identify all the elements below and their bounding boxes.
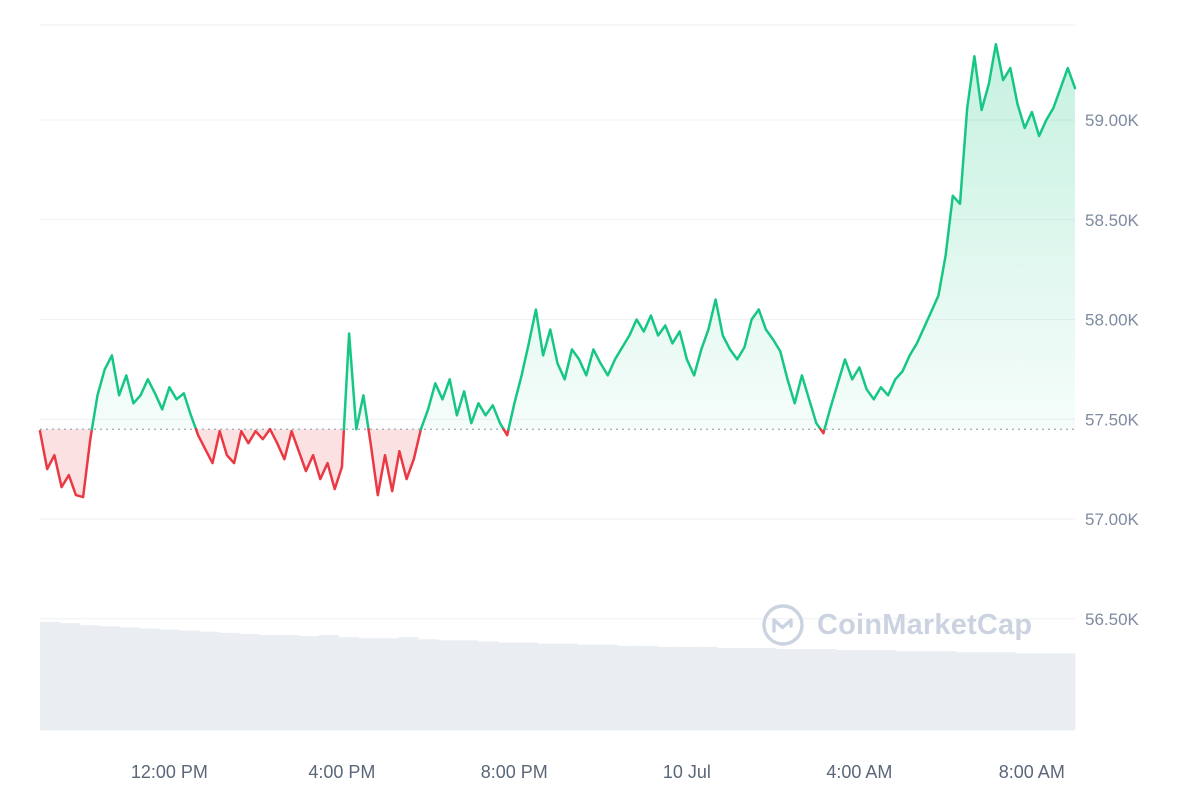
- price-fill-up: [91, 355, 196, 430]
- x-tick-label: 4:00 PM: [308, 762, 375, 782]
- volume-bar: [318, 635, 339, 730]
- y-tick-label: 59.00K: [1085, 111, 1140, 130]
- volume-bar: [657, 646, 678, 730]
- volume-bar: [716, 647, 737, 730]
- volume-bar: [239, 633, 260, 730]
- y-tick-label: 56.50K: [1085, 610, 1140, 629]
- volume-bar: [418, 639, 439, 730]
- price-fill-down: [270, 429, 344, 490]
- price-fill-down: [368, 429, 421, 496]
- volume-bar: [935, 651, 956, 730]
- volume-bar: [756, 647, 777, 730]
- volume-bar: [617, 645, 638, 730]
- volume-bar: [876, 650, 897, 730]
- volume-bar: [298, 636, 320, 730]
- volume-bar: [836, 650, 857, 730]
- volume-bar: [477, 641, 499, 730]
- volume-bar: [736, 647, 757, 730]
- volume-bar: [637, 645, 658, 730]
- y-tick-label: 57.50K: [1085, 410, 1140, 429]
- volume-bar: [438, 640, 459, 730]
- volume-bar: [995, 652, 1016, 730]
- y-tick-label: 58.50K: [1085, 211, 1140, 230]
- volume-bar: [199, 631, 220, 730]
- volume-bar: [219, 632, 240, 730]
- volume-bar: [119, 627, 140, 730]
- volume-bar: [696, 646, 718, 730]
- x-tick-label: 8:00 AM: [999, 762, 1065, 782]
- volume-bar: [816, 649, 837, 730]
- volume-bar: [139, 628, 160, 730]
- volume-bar: [59, 623, 81, 730]
- volume-bar: [497, 642, 519, 730]
- x-tick-label: 4:00 AM: [826, 762, 892, 782]
- volume-bar: [577, 644, 598, 730]
- price-line-down: [38, 427, 94, 499]
- price-fill-up: [420, 379, 504, 430]
- price-line-down: [819, 427, 826, 435]
- volume-bar: [796, 649, 817, 730]
- price-line-up: [507, 298, 822, 431]
- price-line-down: [367, 427, 423, 497]
- volume-bar: [537, 643, 558, 730]
- y-tick-label: 57.00K: [1085, 510, 1140, 529]
- price-line-up: [342, 332, 370, 431]
- volume-bar: [258, 635, 280, 730]
- volume-bar: [358, 638, 379, 730]
- volume-bar: [517, 642, 538, 730]
- price-line-up: [419, 378, 505, 431]
- price-fill-up: [508, 299, 821, 430]
- volume-bar: [338, 637, 359, 730]
- price-fill-up: [824, 44, 1075, 430]
- volume-bar: [398, 637, 419, 730]
- volume-bar: [955, 652, 976, 730]
- volume-bar: [278, 635, 300, 730]
- x-tick-label: 10 Jul: [663, 762, 711, 782]
- volume-bar: [597, 644, 618, 730]
- volume-bar: [179, 630, 200, 730]
- volume-bar: [378, 638, 399, 730]
- price-line-down: [194, 427, 272, 465]
- volume-bar: [40, 622, 61, 730]
- volume-bar: [1055, 653, 1076, 730]
- volume-bar: [856, 650, 877, 730]
- volume-bar: [776, 649, 797, 730]
- volume-bar: [159, 629, 180, 730]
- volume-bar: [895, 651, 917, 730]
- x-tick-label: 8:00 PM: [481, 762, 548, 782]
- price-line-up: [823, 42, 1077, 431]
- price-line-down: [502, 427, 510, 437]
- volume-bar: [1015, 653, 1036, 730]
- y-tick-label: 58.00K: [1085, 311, 1140, 330]
- price-line-down: [268, 427, 346, 491]
- volume-bar: [1035, 653, 1056, 730]
- volume-bar: [975, 652, 996, 730]
- volume-bar: [79, 625, 101, 730]
- volume-bar: [99, 626, 120, 730]
- volume-bar: [676, 646, 698, 730]
- volume-bar: [458, 640, 479, 730]
- volume-bar: [915, 651, 937, 730]
- price-fill-down: [40, 429, 92, 498]
- volume-bar: [557, 643, 578, 730]
- price-line-up: [90, 354, 198, 431]
- x-tick-label: 12:00 PM: [131, 762, 208, 782]
